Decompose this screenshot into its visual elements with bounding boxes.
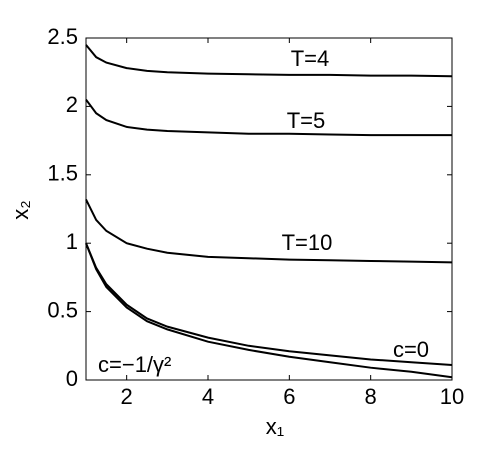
x-tick-label: 6 <box>283 384 295 409</box>
curve-label: T=5 <box>287 108 326 133</box>
curve <box>85 242 453 379</box>
y-tick-label: 0 <box>66 366 78 391</box>
x-tick-label: 4 <box>202 384 214 409</box>
y-tick-label: 2 <box>66 92 78 117</box>
curve <box>85 98 452 137</box>
curve-label: T=10 <box>282 230 333 255</box>
y-tick-label: 0.5 <box>47 297 78 322</box>
curve <box>85 44 453 78</box>
y-tick-label: 2.5 <box>47 24 78 49</box>
curve-label: T=4 <box>291 46 330 71</box>
x-axis-label: x₁ <box>266 414 284 439</box>
y-axis-label: x₂ <box>8 200 33 220</box>
curve-label: c=0 <box>393 337 429 362</box>
curve-label: c=−1/γ² <box>98 352 171 377</box>
x-tick-label: 10 <box>440 384 464 409</box>
x-tick-label: 2 <box>121 384 133 409</box>
x-tick-label: 8 <box>365 384 377 409</box>
plot-frame <box>85 37 453 381</box>
y-tick-label: 1 <box>66 229 78 254</box>
curve <box>85 198 453 264</box>
curve <box>85 242 453 366</box>
y-tick-label: 1.5 <box>47 161 78 186</box>
